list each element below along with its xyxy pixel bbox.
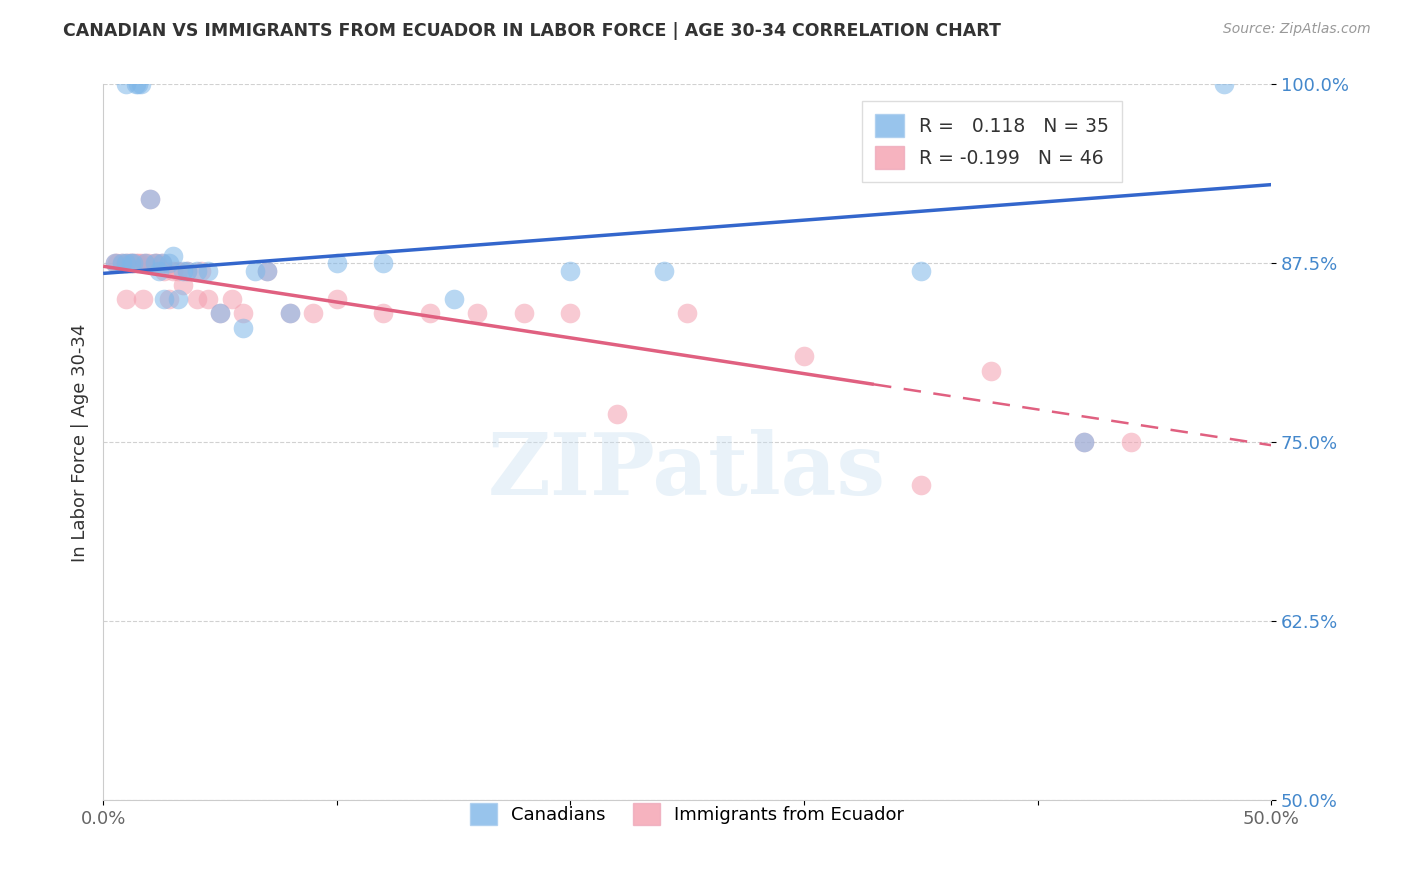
Point [186,292,208,306]
Point [278,306,301,320]
Point [793,350,815,364]
Point [132,292,155,306]
Point [652,263,675,277]
Point [167,292,190,306]
Point [146,256,169,270]
Point [115,256,138,270]
Point [221,292,243,306]
Point [136,256,159,270]
Point [1119,435,1142,450]
Point [197,263,219,277]
Point [325,256,347,270]
Point [134,256,156,270]
Y-axis label: In Labor Force | Age 30-34: In Labor Force | Age 30-34 [72,323,89,562]
Point [910,478,932,492]
Point [150,256,173,270]
Point [676,306,699,320]
Point [104,256,127,270]
Point [373,306,395,320]
Point [560,306,582,320]
Point [111,256,134,270]
Point [176,263,198,277]
Point [157,256,180,270]
Point [278,306,301,320]
Point [208,306,231,320]
Point [1073,435,1095,450]
Point [186,263,208,277]
Point [232,320,254,334]
Point [125,256,148,270]
Point [243,263,266,277]
Point [153,292,176,306]
Point [980,364,1002,378]
Text: ZIPatlas: ZIPatlas [488,429,886,513]
Point [167,263,190,277]
Point [197,292,219,306]
Point [325,292,347,306]
Point [256,263,278,277]
Point [208,306,231,320]
Point [512,306,534,320]
Point [606,407,628,421]
Point [143,256,166,270]
Point [302,306,325,320]
Point [157,292,180,306]
Point [120,256,142,270]
Point [115,256,138,270]
Point [148,263,170,277]
Point [104,256,127,270]
Point [1213,78,1236,92]
Point [129,256,152,270]
Point [150,256,173,270]
Point [134,256,156,270]
Text: Source: ZipAtlas.com: Source: ZipAtlas.com [1223,22,1371,37]
Point [120,256,142,270]
Point [172,263,194,277]
Text: CANADIAN VS IMMIGRANTS FROM ECUADOR IN LABOR FORCE | AGE 30-34 CORRELATION CHART: CANADIAN VS IMMIGRANTS FROM ECUADOR IN L… [63,22,1001,40]
Point [162,249,184,263]
Point [129,78,152,92]
Point [162,263,184,277]
Point [443,292,465,306]
Point [125,78,148,92]
Point [115,78,138,92]
Point [419,306,441,320]
Point [172,277,194,292]
Point [910,263,932,277]
Point [256,263,278,277]
Point [190,263,212,277]
Point [232,306,254,320]
Point [1073,435,1095,450]
Point [115,292,138,306]
Point [139,192,162,206]
Point [127,256,149,270]
Point [122,256,145,270]
Legend: Canadians, Immigrants from Ecuador: Canadians, Immigrants from Ecuador [461,794,914,834]
Point [118,256,141,270]
Point [153,263,176,277]
Point [105,256,128,270]
Point [560,263,582,277]
Point [465,306,488,320]
Point [176,263,198,277]
Point [127,78,149,92]
Point [122,256,145,270]
Point [111,256,134,270]
Point [143,256,166,270]
Point [139,192,162,206]
Point [373,256,395,270]
